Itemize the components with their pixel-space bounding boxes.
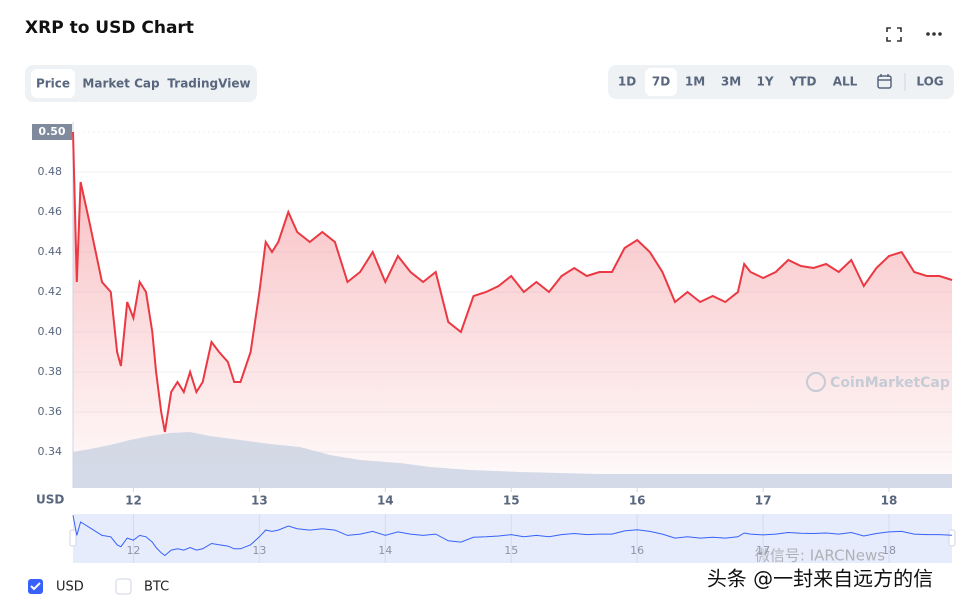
navigator-handle[interactable] — [69, 529, 77, 547]
y-tick-label: 0.46 — [38, 205, 63, 218]
tab[interactable]: Market Cap — [82, 77, 160, 91]
log-button[interactable]: LOG — [916, 75, 943, 89]
x-tick-label: 17 — [755, 494, 772, 508]
fullscreen-icon[interactable] — [886, 27, 902, 42]
range-button[interactable]: 1M — [685, 75, 705, 89]
check — [30, 582, 41, 591]
price-line — [72, 131, 953, 433]
area — [73, 132, 952, 488]
x-tick-label: 14 — [377, 494, 394, 508]
watermark: CoinMarketCap — [830, 375, 950, 391]
watermark-logo — [806, 372, 826, 392]
range-button[interactable]: 1Y — [756, 75, 773, 89]
legend-label: USD — [56, 580, 84, 595]
y-tick-label: 0.36 — [38, 405, 63, 418]
x-tick-label: 16 — [629, 494, 646, 508]
y-tick-label: 0.42 — [38, 285, 63, 298]
x-tick-label: 12 — [125, 494, 142, 508]
tab-active — [31, 69, 75, 98]
y-tick-label: 0.38 — [38, 365, 63, 378]
watermark: 头条 @一封来自远方的信 — [707, 567, 933, 591]
price-tag — [32, 124, 72, 140]
range-button[interactable]: 1D — [618, 75, 636, 89]
y-tick-label: 0.34 — [38, 445, 63, 458]
tab-bar — [25, 65, 257, 102]
price-tag-label: 0.50 — [38, 125, 65, 138]
volume-area — [73, 432, 952, 488]
range-bar — [608, 65, 954, 99]
navigator[interactable] — [73, 514, 952, 563]
navigator-handle[interactable] — [948, 529, 956, 547]
range-button[interactable]: ALL — [833, 75, 858, 89]
range-active — [645, 68, 677, 96]
checkbox[interactable] — [115, 578, 132, 595]
tab[interactable]: TradingView — [167, 77, 250, 91]
y-tick-label: 0.48 — [38, 165, 63, 178]
y-tick-label: 0.44 — [38, 245, 63, 258]
title: XRP to USD Chart — [25, 18, 194, 38]
range-button[interactable]: 7D — [652, 75, 670, 89]
navigator-line — [72, 515, 953, 557]
x-tick-label: 13 — [251, 494, 268, 508]
legend-label: BTC — [144, 580, 169, 595]
range-button[interactable]: 3M — [721, 75, 741, 89]
x-tick-label: 18 — [881, 494, 898, 508]
x-tick-label: 15 — [503, 494, 520, 508]
tab[interactable]: Price — [36, 77, 70, 91]
calendar-icon[interactable] — [877, 74, 892, 89]
more-icon[interactable] — [926, 32, 942, 36]
watermark: 微信号: IARCNews — [755, 547, 885, 565]
y-tick-label: 0.40 — [38, 325, 63, 338]
y-axis-label: USD — [36, 493, 64, 507]
range-button[interactable]: YTD — [789, 75, 817, 89]
